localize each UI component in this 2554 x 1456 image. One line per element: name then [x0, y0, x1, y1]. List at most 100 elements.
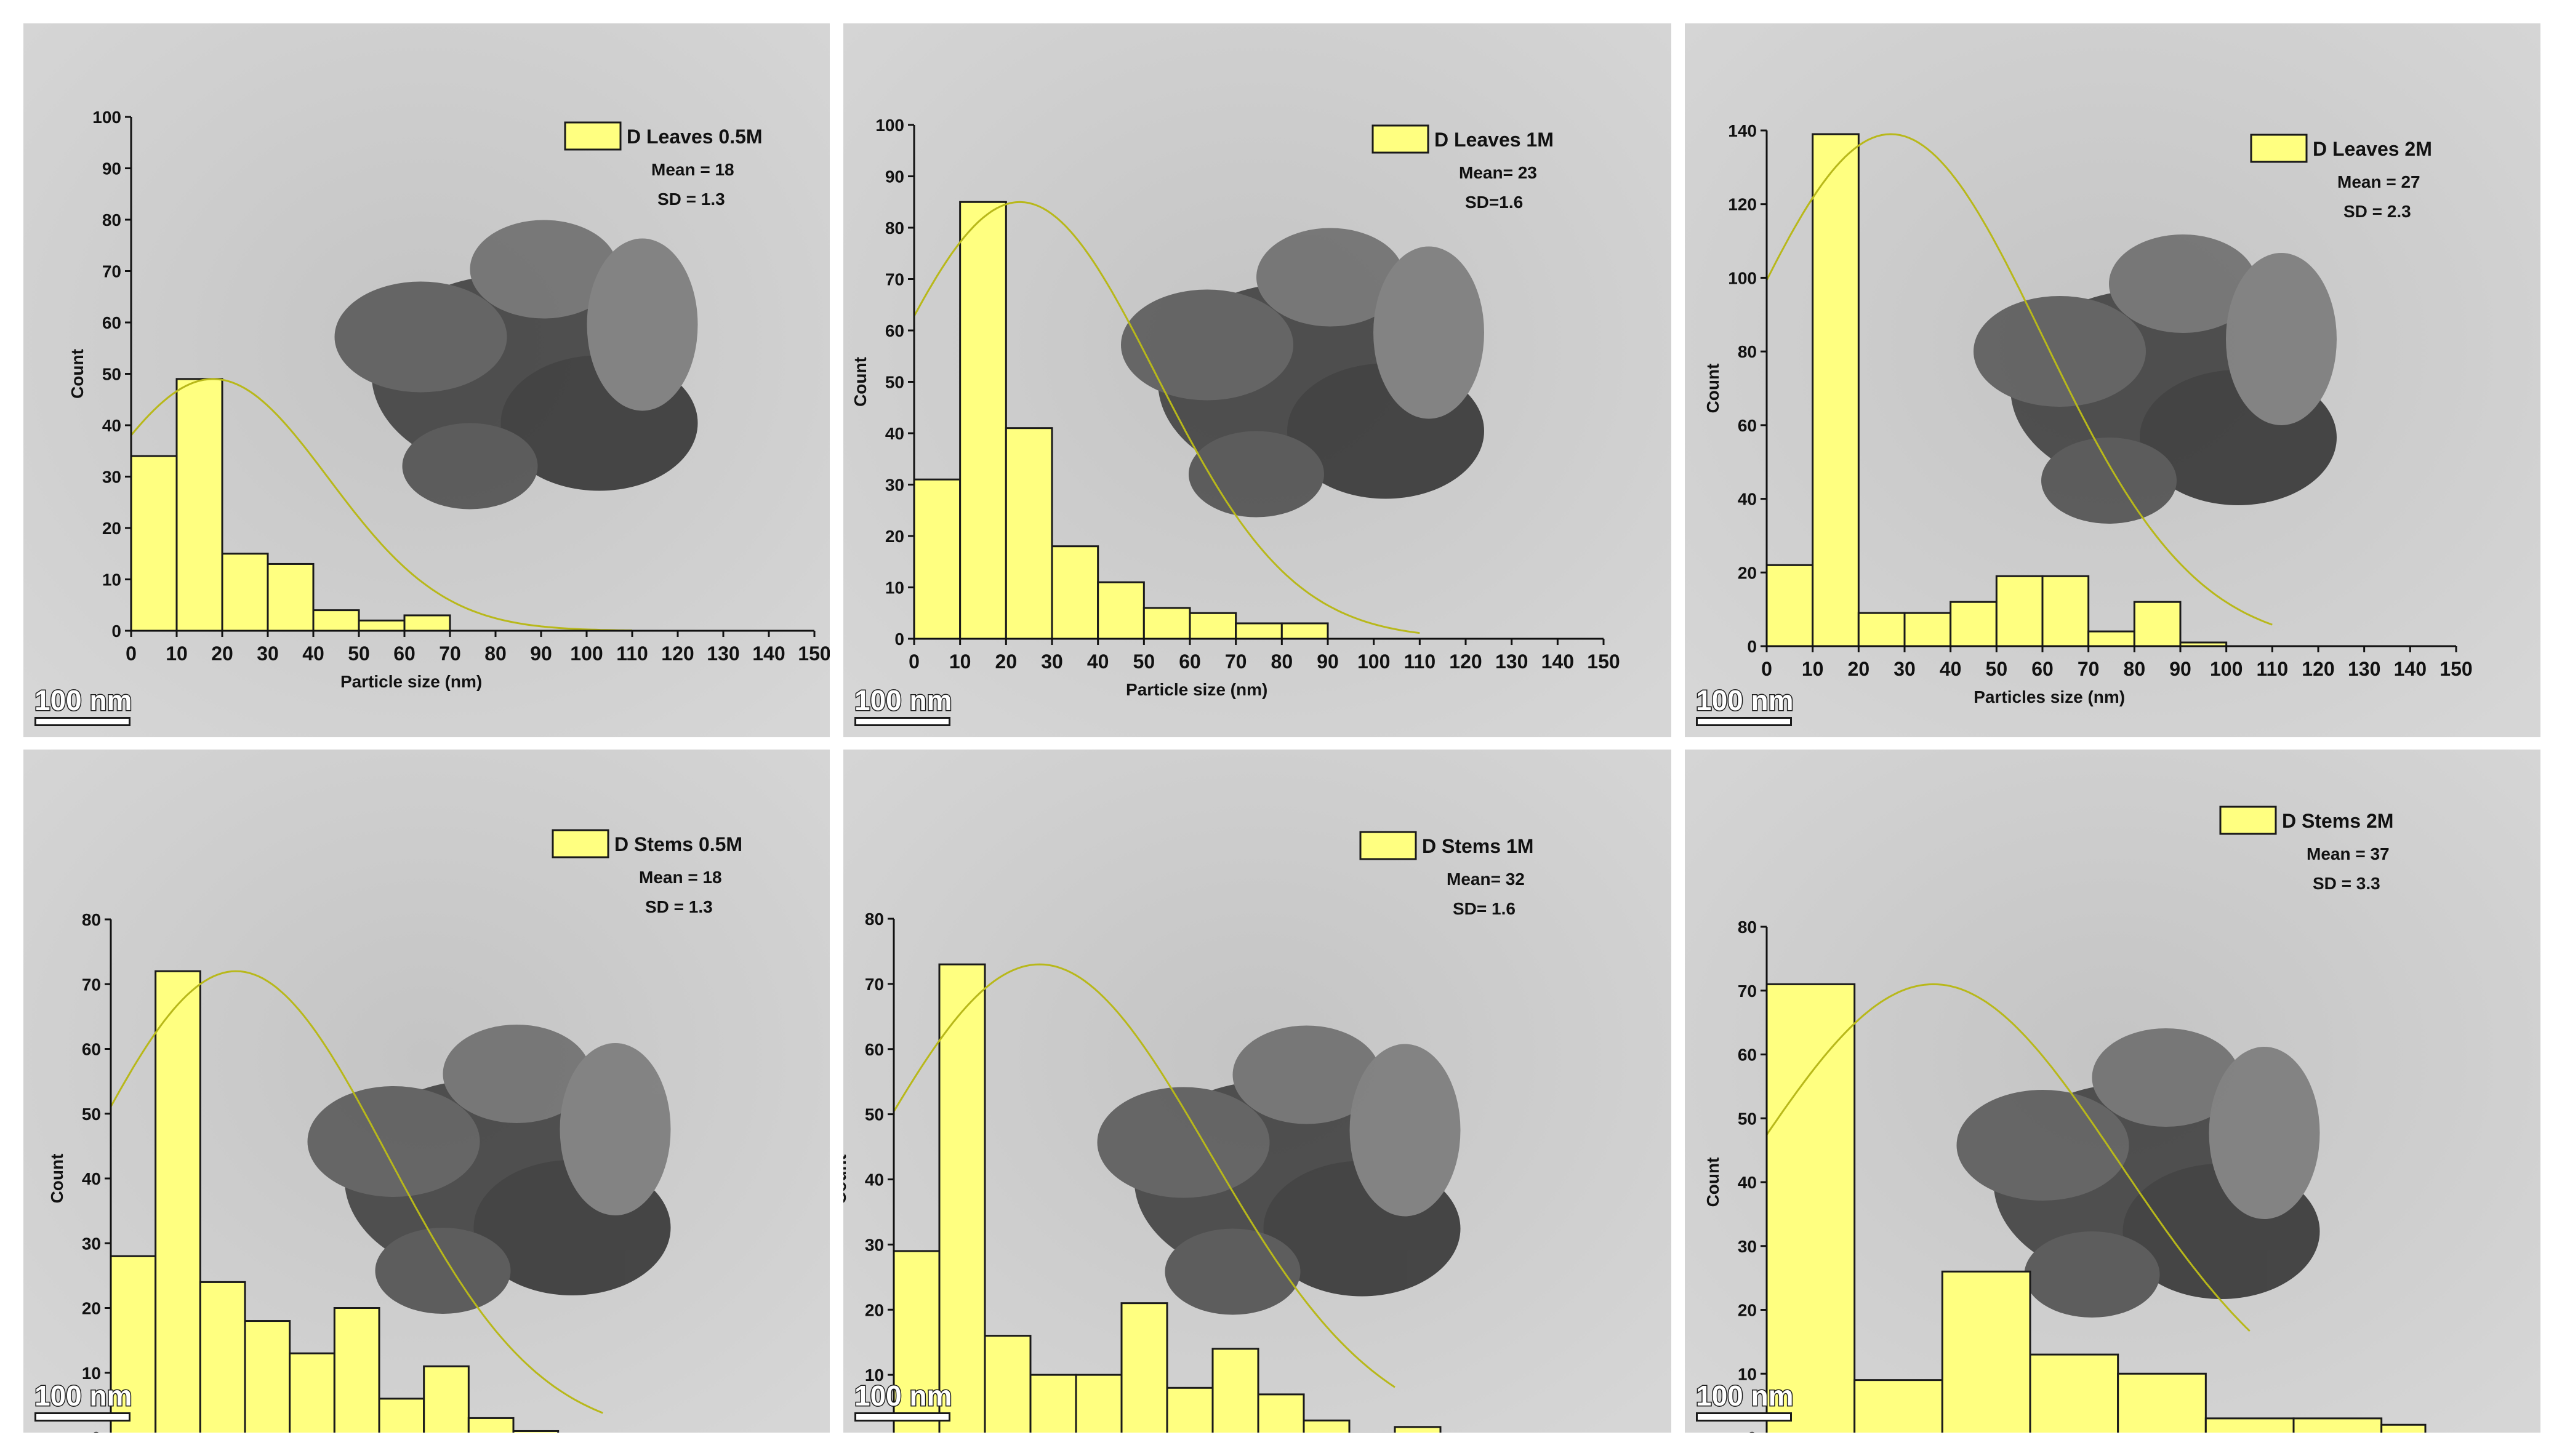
scale-bar: 100 nm: [34, 686, 139, 726]
histogram-bar: [244, 1320, 291, 1433]
x-tick-label: 70: [439, 642, 461, 665]
legend-label: D Stems 0.5M: [614, 833, 742, 855]
y-tick-label: 60: [1738, 1046, 1757, 1065]
y-tick-label: 20: [865, 1300, 884, 1319]
histogram-bar: [1995, 575, 2044, 647]
scale-bar-line: [854, 1412, 950, 1422]
y-tick-label: 60: [102, 313, 121, 332]
x-tick-label: 140: [2394, 658, 2427, 680]
legend: D Leaves 1M Mean= 23 SD=1.6: [1371, 124, 1554, 212]
x-tick-label: 150: [798, 642, 830, 665]
histogram-bar: [2029, 1353, 2119, 1433]
histogram-bar: [289, 1352, 335, 1433]
histogram-top-left: 0 10 20 30 40 50 60 70 80 90 100 110 120 130 140 150 0 10…: [23, 23, 830, 737]
particle-blob: [560, 1043, 671, 1215]
particle-blob: [307, 1086, 480, 1197]
histogram-bar: [423, 1365, 470, 1433]
particle-blob: [1232, 1025, 1381, 1124]
histogram-bar: [403, 614, 451, 632]
x-tick-label: 150: [1587, 650, 1620, 673]
y-tick-label: 60: [885, 321, 904, 340]
x-tick-label: 30: [257, 642, 279, 665]
x-tick-label: 140: [1541, 650, 1574, 673]
y-tick-label: 100: [1728, 268, 1757, 287]
x-tick-label: 120: [661, 642, 694, 665]
y-axis-label: Count: [47, 1154, 66, 1204]
y-tick-label: 120: [1728, 195, 1757, 214]
histogram-bar: [1120, 1302, 1168, 1433]
legend-mean: Mean= 32: [1447, 870, 1525, 889]
y-tick-label: 40: [1738, 490, 1757, 509]
particle-blob: [2209, 1047, 2320, 1219]
x-tick-label: 90: [1317, 650, 1339, 673]
x-tick-label: 110: [1404, 650, 1436, 673]
y-tick-label: 70: [82, 975, 101, 994]
tem-panel-top-right: 0 10 20 30 40 50 60 70 80 90 100 110 120 130 140 150 0 20…: [1685, 23, 2540, 737]
particle-blob: [1097, 1087, 1270, 1198]
y-tick-label: 70: [102, 262, 121, 281]
y-tick-label: 0: [1747, 637, 1757, 656]
scale-bar: 100 nm: [1695, 1380, 1801, 1422]
legend-swatch: [564, 121, 622, 151]
y-tick-label: 80: [1738, 342, 1757, 361]
particle-blob: [2024, 1231, 2160, 1318]
histogram-bar: [1075, 1374, 1123, 1433]
fit-curve: [1765, 983, 2251, 1332]
scale-bar: 100 nm: [34, 1381, 139, 1422]
fit-curve: [913, 201, 1420, 634]
y-tick-label: 100: [92, 108, 121, 127]
particle-blob: [2109, 234, 2257, 333]
legend-mean: Mean = 18: [639, 868, 722, 887]
y-tick-label: 30: [885, 476, 904, 495]
histogram-bar: [938, 963, 986, 1433]
x-tick-label: 20: [995, 650, 1018, 673]
scale-bar-label: 100 nm: [1695, 1380, 1795, 1412]
histogram-bar: [959, 201, 1007, 640]
histogram-bottom-middle: 0102030405060708090100110120130140150010…: [843, 750, 1671, 1433]
y-tick-label: 0: [874, 1431, 884, 1433]
y-tick-label: 20: [1738, 563, 1757, 582]
y-tick-label: 50: [865, 1105, 884, 1124]
scale-bar: 100 nm: [1695, 686, 1801, 726]
histogram-bar: [1097, 581, 1145, 640]
y-tick-label: 30: [865, 1235, 884, 1254]
legend-label: D Leaves 1M: [1434, 129, 1554, 151]
tem-panel-bottom-middle: 0102030405060708090100110120130140150010…: [843, 750, 1671, 1433]
tem-panel-bottom-right: 0102030405060708090100110120130140150010…: [1685, 750, 2540, 1433]
y-tick-label: 0: [111, 622, 121, 641]
nanoparticle-image: [334, 220, 698, 510]
y-tick-label: 50: [1738, 1109, 1757, 1128]
y-tick-label: 70: [885, 270, 904, 289]
particle-blob: [1165, 1228, 1301, 1315]
particle-blob: [443, 1025, 591, 1123]
y-tick-label: 10: [82, 1364, 101, 1383]
scale-bar-label: 100 nm: [854, 684, 954, 716]
y-tick-label: 80: [102, 210, 121, 230]
histogram-bar: [1941, 1270, 2031, 1433]
particle-blob: [1956, 1090, 2129, 1201]
y-tick-label: 10: [102, 570, 121, 590]
y-tick-label: 20: [885, 527, 904, 546]
scale-bar: 100 nm: [854, 686, 959, 726]
legend-label: D Stems 2M: [2282, 810, 2393, 832]
x-tick-label: 10: [1802, 658, 1824, 680]
histogram-bar: [2133, 601, 2182, 647]
fit-curve: [110, 970, 603, 1414]
particle-blob: [2092, 1028, 2240, 1127]
y-tick-label: 80: [82, 910, 101, 929]
histogram-bar: [175, 378, 223, 632]
particle-blob: [1974, 296, 2146, 407]
histogram-bar: [1142, 607, 1191, 640]
x-tick-label: 120: [1449, 650, 1482, 673]
x-tick-label: 110: [616, 642, 648, 665]
legend: D Leaves 2M Mean = 27 SD = 2.3: [2250, 134, 2432, 221]
y-tick-label: 80: [885, 218, 904, 238]
histogram-bar: [1857, 612, 1906, 647]
legend-mean: Mean = 18: [651, 160, 734, 179]
y-tick-label: 40: [865, 1170, 884, 1190]
histogram-bar: [1189, 612, 1237, 640]
legend-mean: Mean= 23: [1459, 163, 1537, 182]
particle-blob: [375, 1228, 511, 1314]
scale-bar-line: [34, 717, 131, 726]
histogram-bar: [2292, 1417, 2383, 1433]
